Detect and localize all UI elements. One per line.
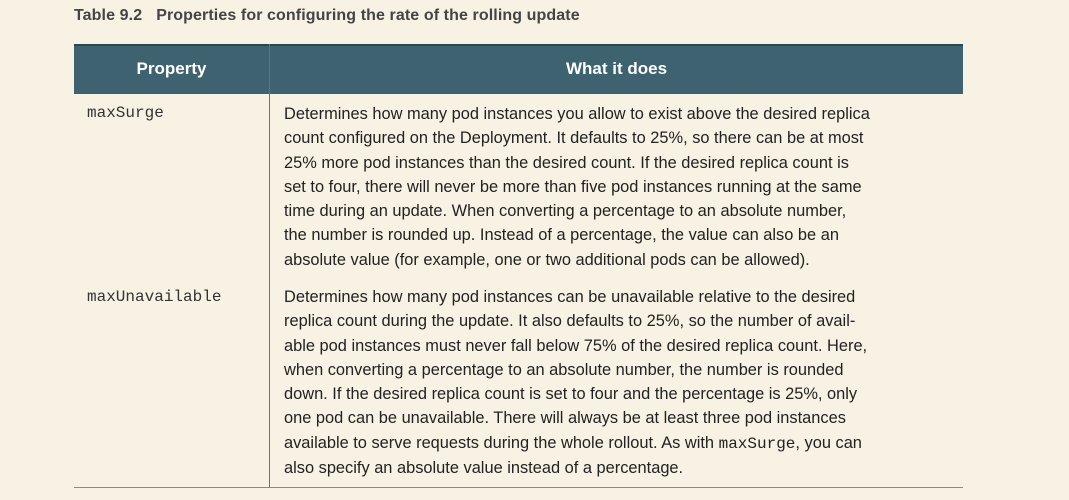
description-line: count configured on the Deployment. It d… bbox=[284, 129, 864, 148]
table-title: Properties for configuring the rate of t… bbox=[156, 7, 580, 24]
description-text: , you can bbox=[795, 433, 862, 452]
table-header: Property What it does bbox=[74, 44, 963, 94]
header-what-it-does: What it does bbox=[565, 59, 668, 78]
header-property: Property bbox=[136, 59, 207, 78]
inline-code-max-surge: maxSurge bbox=[718, 434, 796, 453]
property-max-surge: maxSurge bbox=[87, 104, 164, 122]
description-max-surge: Determines how many pod instances you al… bbox=[284, 102, 964, 272]
description-line: the number is rounded up. Instead of a p… bbox=[284, 226, 839, 245]
description-text: available to serve requests during the w… bbox=[284, 433, 719, 452]
description-line: available to serve requests during the w… bbox=[284, 431, 964, 456]
description-line: set to four, there will never be more th… bbox=[284, 177, 862, 196]
property-max-unavailable: maxUnavailable bbox=[87, 288, 222, 306]
description-line: also specify an absolute value instead o… bbox=[284, 459, 684, 478]
column-divider bbox=[269, 44, 270, 487]
description-line: 25% more pod instances than the desired … bbox=[284, 153, 849, 172]
properties-table: Property What it does maxSurge Determine… bbox=[74, 44, 963, 488]
description-line: replica count during the update. It also… bbox=[284, 312, 856, 331]
description-line: absolute value (for example, one or two … bbox=[284, 250, 810, 269]
table-caption: Table 9.2 Properties for configuring the … bbox=[74, 7, 580, 25]
description-line: Determines how many pod instances you al… bbox=[284, 105, 870, 123]
description-line: Determines how many pod instances can be… bbox=[284, 288, 856, 306]
description-line: down. If the desired replica count is se… bbox=[284, 385, 858, 404]
table-number: Table 9.2 bbox=[74, 7, 143, 24]
description-line: one pod can be unavailable. There will a… bbox=[284, 409, 846, 428]
description-line: able pod instances must never fall below… bbox=[284, 336, 868, 355]
description-line: time during an update. When converting a… bbox=[284, 202, 847, 221]
description-max-unavailable: Determines how many pod instances can be… bbox=[284, 285, 964, 480]
description-line: when converting a percentage to an absol… bbox=[284, 360, 844, 379]
